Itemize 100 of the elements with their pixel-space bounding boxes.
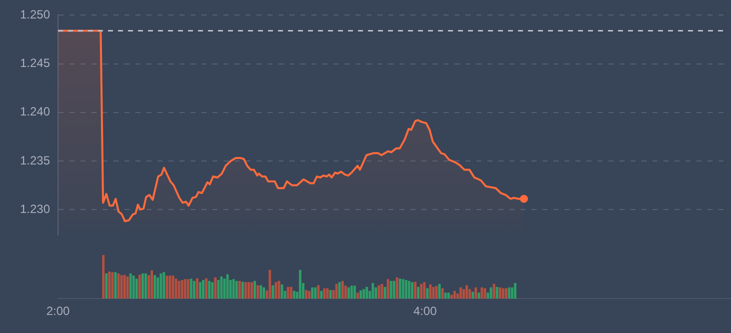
bar xyxy=(235,280,238,299)
y-tick-label: 1.250 xyxy=(20,8,50,22)
bar xyxy=(126,276,129,299)
bar xyxy=(114,272,117,299)
bar xyxy=(353,286,356,299)
bar xyxy=(214,277,217,299)
bar xyxy=(238,280,241,299)
bar xyxy=(192,280,196,299)
bar xyxy=(465,285,468,299)
bar xyxy=(186,279,190,299)
bar xyxy=(374,287,378,299)
x-tick-label: 4:00 xyxy=(413,304,438,318)
bar xyxy=(423,282,426,299)
bar xyxy=(272,285,274,299)
bar xyxy=(378,285,380,299)
bar xyxy=(184,279,186,299)
bar xyxy=(111,272,114,299)
bar xyxy=(154,275,156,299)
bar xyxy=(510,287,514,299)
bar xyxy=(286,286,290,299)
bar xyxy=(135,278,138,299)
bar xyxy=(223,278,226,299)
bar xyxy=(498,287,502,299)
bar xyxy=(150,270,154,299)
bar xyxy=(323,288,326,299)
bar xyxy=(220,276,223,299)
bar xyxy=(208,280,211,299)
bar xyxy=(504,288,508,299)
bar xyxy=(256,285,259,299)
bar xyxy=(205,278,208,299)
bar xyxy=(450,294,453,299)
bar xyxy=(317,285,320,299)
bar xyxy=(166,276,168,299)
bar xyxy=(366,286,368,299)
bar xyxy=(508,287,510,299)
bar xyxy=(435,286,438,299)
bar xyxy=(396,277,398,299)
bar xyxy=(372,283,374,299)
y-tick-label: 1.240 xyxy=(20,104,50,119)
bar xyxy=(241,282,244,299)
bar xyxy=(129,273,132,299)
bar xyxy=(420,284,423,299)
y-tick-label: 1.245 xyxy=(20,56,50,70)
bar xyxy=(102,255,105,299)
bar xyxy=(132,276,135,299)
bar xyxy=(338,282,341,299)
bar xyxy=(453,290,456,299)
y-tick-label: 1.230 xyxy=(20,202,50,216)
bar xyxy=(447,292,450,299)
bar xyxy=(196,278,198,299)
bar xyxy=(117,273,120,299)
bar xyxy=(292,290,296,299)
bar xyxy=(123,274,126,299)
bar xyxy=(160,273,162,299)
bar xyxy=(141,273,144,299)
bar xyxy=(211,282,214,299)
bar xyxy=(290,286,292,299)
bar xyxy=(108,272,111,299)
bar xyxy=(360,290,362,299)
bar xyxy=(474,287,478,299)
bar xyxy=(480,287,484,299)
bar xyxy=(232,279,235,299)
bar xyxy=(417,286,420,299)
bar xyxy=(260,285,262,299)
bar xyxy=(459,287,462,299)
bar xyxy=(484,288,486,299)
bar xyxy=(408,280,410,299)
bar xyxy=(462,289,465,299)
bar xyxy=(478,292,480,299)
bar xyxy=(384,286,386,299)
bar xyxy=(254,280,256,299)
bar xyxy=(250,282,253,299)
bar xyxy=(438,284,441,299)
bar xyxy=(304,290,308,299)
bar xyxy=(244,282,247,299)
bar xyxy=(398,278,402,299)
bar xyxy=(308,290,310,299)
bar xyxy=(429,284,432,299)
bar xyxy=(341,280,344,299)
bar xyxy=(432,286,435,299)
bar xyxy=(410,282,414,299)
bar xyxy=(262,287,266,299)
bar xyxy=(320,290,323,299)
bar xyxy=(190,278,192,299)
bar xyxy=(414,282,416,299)
bar xyxy=(380,284,384,299)
bar xyxy=(217,280,220,299)
bar xyxy=(492,284,496,299)
bar xyxy=(138,274,141,299)
bar xyxy=(268,270,272,299)
bar xyxy=(329,290,332,299)
bar xyxy=(468,289,471,299)
bar xyxy=(314,287,317,299)
bar xyxy=(274,282,278,299)
bar xyxy=(278,280,280,299)
bar xyxy=(347,287,350,299)
bar xyxy=(472,292,474,299)
bar xyxy=(178,280,180,299)
bar xyxy=(426,288,429,299)
bar xyxy=(362,289,365,299)
